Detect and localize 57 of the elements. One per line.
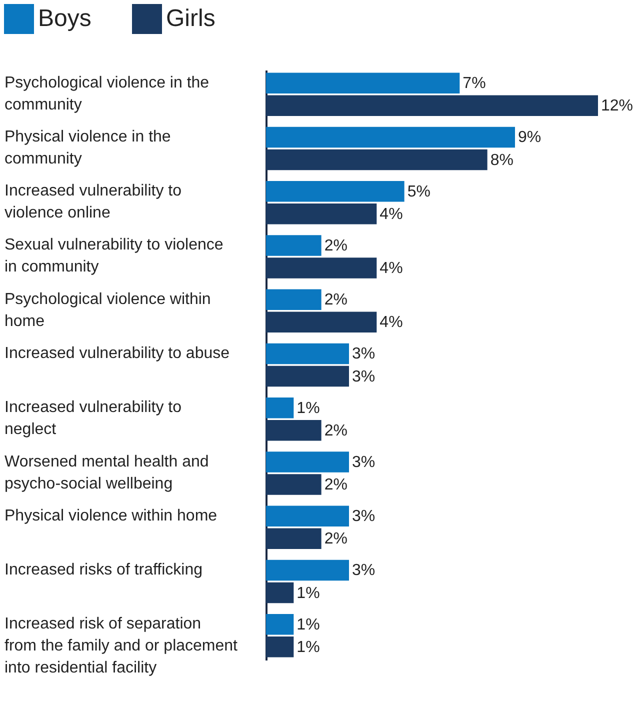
bar bbox=[266, 289, 322, 310]
legend-label: Girls bbox=[166, 5, 216, 32]
data-label: 3% bbox=[352, 454, 376, 471]
data-label: 3% bbox=[352, 346, 376, 363]
data-label: 3% bbox=[352, 562, 376, 580]
y-tick-label: Sexual vulnerability to violence in community bbox=[4, 236, 224, 276]
data-label: 1% bbox=[296, 400, 320, 417]
bar bbox=[266, 312, 377, 333]
bar bbox=[266, 343, 349, 364]
data-label: 12% bbox=[601, 98, 634, 115]
legend-label: Boys bbox=[38, 5, 92, 32]
data-label: 2% bbox=[324, 422, 348, 440]
y-tick-label: Increased vulnerability to neglect bbox=[4, 399, 182, 438]
data-label: 1% bbox=[296, 638, 320, 656]
data-label: 2% bbox=[324, 530, 348, 548]
data-label: 8% bbox=[490, 152, 514, 169]
y-tick-label: Psychological violence within home bbox=[4, 290, 211, 330]
data-label: 1% bbox=[296, 616, 320, 634]
bar bbox=[266, 95, 598, 116]
data-label: 9% bbox=[518, 129, 542, 146]
data-label: 5% bbox=[407, 183, 430, 200]
bar bbox=[266, 397, 294, 418]
bar bbox=[266, 614, 294, 635]
data-label: 4% bbox=[380, 314, 403, 332]
y-tick-label: Psychological violence in the community bbox=[4, 74, 210, 114]
bar bbox=[266, 235, 322, 256]
data-label: 7% bbox=[462, 75, 486, 92]
bar bbox=[266, 420, 322, 441]
data-label: 4% bbox=[380, 260, 403, 278]
y-tick-label: Worsened mental health and psycho-social wellbeing bbox=[4, 453, 209, 492]
y-tick-label: Increased vulnerability to violence online bbox=[4, 182, 182, 222]
bar bbox=[266, 636, 294, 658]
data-label: 2% bbox=[324, 476, 348, 494]
data-label: 2% bbox=[324, 237, 348, 254]
bar bbox=[266, 452, 349, 472]
bar bbox=[266, 180, 404, 202]
data-label: 3% bbox=[352, 508, 376, 526]
bar bbox=[266, 560, 349, 581]
data-label: 3% bbox=[352, 368, 376, 386]
bar bbox=[266, 366, 349, 387]
bar bbox=[266, 72, 460, 94]
data-label: 4% bbox=[380, 206, 403, 223]
bar bbox=[266, 528, 322, 550]
bar bbox=[266, 258, 377, 278]
data-label: 1% bbox=[296, 584, 320, 602]
bar bbox=[266, 582, 294, 604]
y-tick-label: Physical violence within home bbox=[4, 507, 218, 524]
y-tick-label: Increased risk of separation from the family and or placement into residential facility bbox=[4, 616, 238, 677]
y-tick-label: Physical violence in the community bbox=[4, 128, 171, 168]
bar bbox=[266, 474, 322, 495]
bar bbox=[266, 204, 377, 224]
data-label: 2% bbox=[324, 292, 348, 309]
bar bbox=[266, 126, 515, 148]
y-tick-label: Increased risks of trafficking bbox=[4, 562, 203, 579]
bar bbox=[266, 506, 349, 526]
y-tick-label: Increased vulnerability to abuse bbox=[4, 345, 230, 362]
bar bbox=[266, 149, 488, 170]
